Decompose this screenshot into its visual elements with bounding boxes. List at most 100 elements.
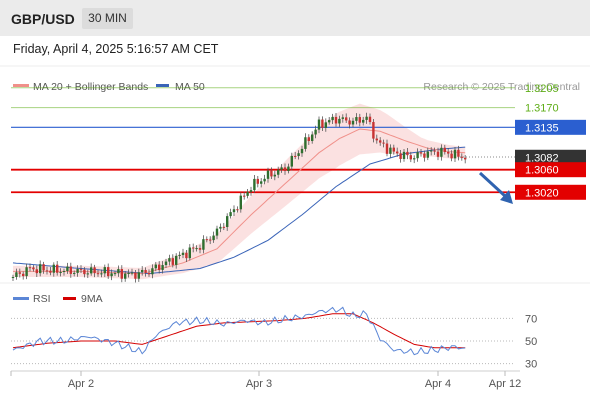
candle: [300, 145, 304, 157]
candle: [161, 261, 164, 274]
candle: [426, 147, 429, 161]
candle: [232, 205, 236, 216]
rsi-legend: RSI 9MA: [13, 293, 103, 305]
candle: [15, 268, 18, 280]
rsi-ma-legend-swatch: [63, 297, 76, 300]
candle: [368, 113, 372, 125]
rsi-legend-label: RSI: [33, 293, 51, 305]
candle: [141, 266, 144, 276]
bollinger-band: [13, 103, 466, 280]
candle: [436, 147, 440, 161]
candle: [413, 155, 416, 164]
symbol-label: GBP/USD: [11, 11, 75, 27]
candle: [243, 191, 246, 200]
candle: [396, 147, 399, 157]
candle: [130, 268, 134, 276]
candle: [355, 113, 358, 125]
candles: [11, 112, 467, 283]
candle: [42, 261, 45, 274]
candle: [294, 151, 297, 160]
candle: [239, 192, 242, 213]
rsi-tick-70: 70: [525, 313, 537, 325]
x-tick-label: Apr 2: [68, 378, 94, 390]
ma50-line: [12, 146, 466, 275]
candle: [372, 119, 375, 143]
ma20-legend-swatch: [13, 84, 29, 87]
candle: [290, 152, 293, 171]
candle: [334, 113, 338, 127]
rsi-gridlines: 70 50 30: [11, 313, 537, 371]
level-1-3060-box: [515, 162, 586, 178]
candle: [151, 264, 154, 279]
candle: [460, 153, 463, 161]
ma20-legend-label: MA 20 + Bollinger Bands: [33, 81, 148, 93]
candle: [209, 236, 212, 245]
candle: [450, 150, 453, 162]
candle: [317, 116, 321, 134]
candle: [52, 262, 55, 277]
candle: [280, 164, 283, 173]
ma20-line: [13, 128, 466, 275]
candle: [389, 144, 392, 158]
candle: [100, 269, 103, 278]
candle: [175, 253, 178, 269]
x-axis: Apr 2 Apr 3 Apr 4 Apr 12: [10, 370, 521, 390]
candle: [236, 206, 239, 213]
candle: [158, 261, 161, 274]
rsi-tick-30: 30: [525, 359, 537, 371]
candle: [192, 243, 195, 253]
candle: [270, 167, 273, 179]
candle: [164, 258, 168, 268]
ma50-legend-label: MA 50: [175, 81, 205, 93]
candle: [134, 269, 137, 283]
candle: [440, 144, 443, 161]
candle: [86, 269, 89, 279]
candle: [358, 113, 361, 127]
candle: [253, 174, 256, 194]
candle: [304, 133, 307, 152]
candle: [263, 174, 266, 185]
candle: [283, 163, 287, 175]
candle: [324, 118, 327, 132]
candle: [399, 150, 402, 163]
rsi-ma-legend-label: 9MA: [81, 293, 103, 305]
candle: [416, 148, 419, 162]
candle: [314, 125, 317, 139]
candle: [297, 150, 300, 160]
candle: [222, 222, 225, 231]
candle: [39, 260, 42, 277]
candle: [198, 244, 202, 254]
candle: [365, 112, 368, 124]
candle: [56, 261, 59, 276]
candle: [32, 265, 35, 272]
candle: [266, 167, 270, 183]
level-1-3060-label: 1.3060: [525, 165, 559, 177]
level-1-3205-label: 1.3205: [525, 83, 559, 95]
candle: [178, 251, 181, 260]
candle: [287, 163, 290, 174]
level-1-3082-current-price-box: [515, 149, 586, 165]
candle: [362, 116, 365, 126]
candle: [120, 265, 123, 283]
rsi-legend-swatch: [13, 297, 29, 300]
candle: [256, 175, 259, 188]
candle: [83, 267, 86, 278]
candle: [103, 264, 106, 278]
candle: [348, 117, 351, 129]
level-1-3020-box: [515, 184, 586, 200]
candle: [328, 116, 331, 125]
candle: [392, 144, 395, 155]
candle: [144, 267, 147, 277]
candle: [93, 264, 96, 278]
candle: [321, 116, 324, 131]
candle: [453, 146, 457, 162]
candle: [35, 265, 38, 277]
candle: [25, 263, 28, 280]
candle: [107, 263, 110, 279]
timeframe-button[interactable]: 30 MIN: [82, 8, 133, 29]
rsi-line: [12, 306, 466, 356]
candle: [341, 114, 344, 123]
candle: [219, 223, 222, 233]
